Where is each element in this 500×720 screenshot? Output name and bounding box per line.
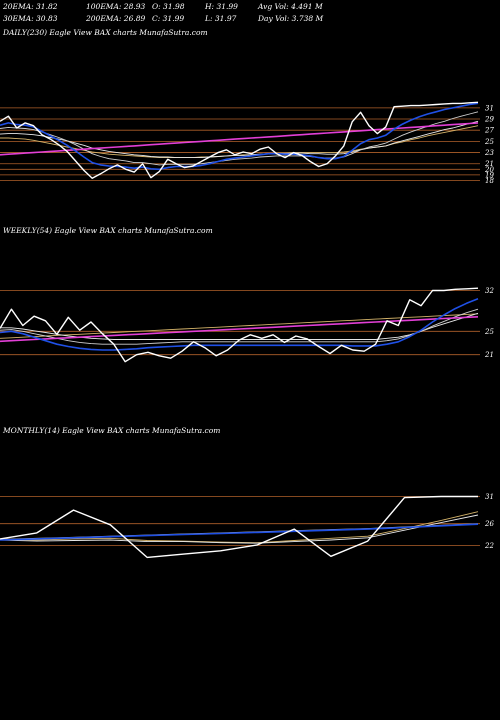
stat-200ema: 200EMA: 26.89 xyxy=(85,14,145,23)
stat-day-vol: Day Vol: 3.738 M xyxy=(257,14,324,23)
weekly-ema-mid-line xyxy=(0,308,479,345)
daily-y-tick-label: 27 xyxy=(484,127,494,135)
monthly-y-tick-label: 31 xyxy=(485,493,494,501)
stat-open: O: 31.98 xyxy=(152,2,185,11)
weekly-ema-long-line xyxy=(0,316,479,343)
monthly-ema-fast-line xyxy=(0,523,479,541)
header-stats: 20EMA: 31.82 100EMA: 28.93 O: 31.98 H: 3… xyxy=(2,2,324,23)
daily-y-tick-label: 29 xyxy=(484,116,494,124)
weekly-ema-alt-line xyxy=(0,313,479,339)
daily-ema-long-line xyxy=(0,122,479,156)
weekly-y-tick-label: 32 xyxy=(485,287,494,295)
stat-20ema: 20EMA: 31.82 xyxy=(2,2,58,11)
weekly-y-tick-label: 25 xyxy=(484,328,494,336)
stat-close: C: 31.99 xyxy=(152,14,184,23)
monthly-chart: 31 26 22 xyxy=(0,493,494,559)
stat-30ema: 30EMA: 30.83 xyxy=(3,14,58,23)
weekly-y-tick-label: 21 xyxy=(484,351,494,359)
daily-y-tick-label: 20 xyxy=(484,166,494,174)
stat-100ema: 100EMA: 28.93 xyxy=(86,2,145,11)
daily-y-tick-label: 21 xyxy=(484,160,494,168)
daily-y-tick-label: 31 xyxy=(485,104,494,112)
daily-ema-fast-line xyxy=(0,102,479,171)
daily-y-tick-label: 23 xyxy=(484,149,494,157)
weekly-chart-title: WEEKLY(54) Eagle View BAX charts MunafaS… xyxy=(3,226,213,235)
monthly-ema-alt-line xyxy=(0,511,479,544)
daily-y-tick-label: 18 xyxy=(485,177,494,185)
daily-y-tick-label: 25 xyxy=(484,138,494,146)
daily-ema-mid-line xyxy=(0,111,479,166)
daily-chart-title: DAILY(230) Eagle View BAX charts MunafaS… xyxy=(2,28,208,37)
stat-low: L: 31.97 xyxy=(204,14,237,23)
monthly-ema-slow-line xyxy=(0,514,479,544)
weekly-price-line xyxy=(0,287,479,363)
monthly-price-line xyxy=(0,495,478,559)
weekly-chart: 32 25 21 xyxy=(0,287,494,363)
weekly-ema-fast-line xyxy=(0,297,479,351)
stat-high: H: 31.99 xyxy=(204,2,238,11)
monthly-y-tick-label: 26 xyxy=(484,520,494,528)
daily-price-line xyxy=(0,101,479,180)
monthly-y-tick-label: 22 xyxy=(484,542,494,550)
daily-y-tick-label: 19 xyxy=(485,171,494,179)
monthly-chart-title: MONTHLY(14) Eagle View BAX charts Munafa… xyxy=(2,426,220,435)
daily-ema-slow-line xyxy=(0,120,479,159)
stat-avg-vol: Avg Vol: 4.491 M xyxy=(257,2,323,11)
